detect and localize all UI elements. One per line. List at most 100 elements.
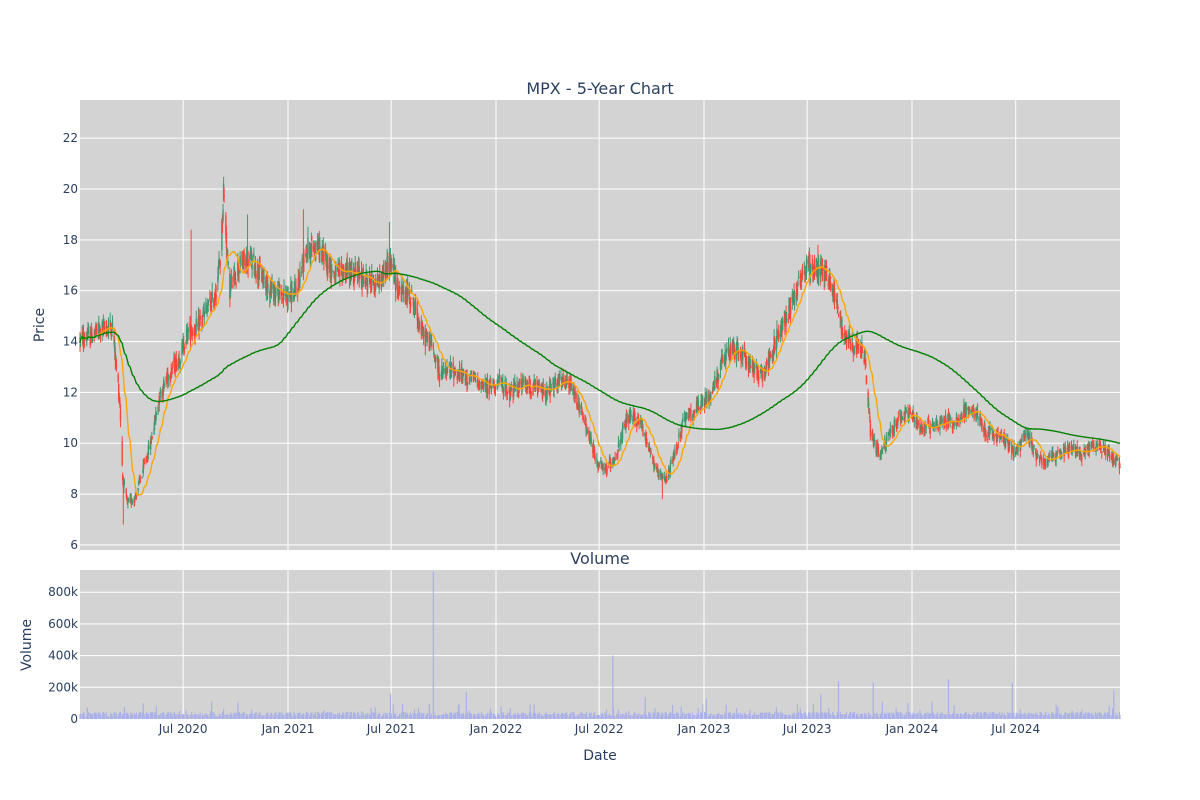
candle-body xyxy=(163,383,166,386)
volume-bar xyxy=(526,715,528,719)
candle-body xyxy=(502,381,504,383)
candle-body xyxy=(203,310,205,318)
volume-bar xyxy=(502,712,505,719)
candle-body xyxy=(297,277,299,292)
candle-body xyxy=(951,421,953,424)
candle-body xyxy=(147,457,149,460)
volume-bar xyxy=(1069,713,1071,719)
volume-bar xyxy=(237,711,240,719)
candle-body xyxy=(908,413,910,419)
volume-bar xyxy=(841,714,844,719)
candle-body xyxy=(406,283,409,300)
moving-average-long-line xyxy=(79,270,1121,444)
candle-body xyxy=(532,387,534,395)
candle-body xyxy=(119,400,121,406)
candle-body xyxy=(736,341,738,351)
volume-bar xyxy=(702,703,704,719)
candle-body xyxy=(967,410,970,418)
candle-body xyxy=(418,321,421,323)
candle-body xyxy=(494,386,497,390)
candle-body xyxy=(614,457,616,461)
candle-body xyxy=(493,379,495,383)
candle-body xyxy=(243,251,245,265)
candle-body xyxy=(648,447,650,452)
price-y-tick-label: 16 xyxy=(63,284,78,298)
volume-bar xyxy=(323,710,325,719)
candle-body xyxy=(233,267,236,273)
candle-body xyxy=(416,308,419,322)
candle-body xyxy=(701,400,703,406)
candle-body xyxy=(91,339,94,342)
candle-body xyxy=(732,341,735,354)
volume-bar xyxy=(1119,714,1121,719)
volume-bar xyxy=(392,704,395,719)
candle-body xyxy=(736,342,739,346)
candle-body xyxy=(856,337,858,350)
candle-body xyxy=(873,443,875,445)
candle-body xyxy=(597,465,599,469)
candle-body xyxy=(418,325,420,331)
candle-body xyxy=(797,283,799,285)
volume-bar xyxy=(363,716,365,719)
candle-body xyxy=(351,267,353,272)
volume-bar xyxy=(1057,707,1059,719)
candle-body xyxy=(183,346,185,353)
candle-body xyxy=(110,323,112,328)
candle-body xyxy=(470,370,472,374)
price-y-tick-label: 20 xyxy=(63,182,78,196)
volume-bar xyxy=(179,710,181,719)
volume-bar xyxy=(383,713,385,719)
candle-body xyxy=(853,352,855,354)
candle-body xyxy=(492,379,494,388)
volume-bar xyxy=(937,716,939,719)
candle-body xyxy=(157,407,159,413)
volume-bar xyxy=(953,705,955,719)
candle-body xyxy=(857,347,860,349)
candle-body xyxy=(652,456,654,460)
volume-bar xyxy=(662,714,664,719)
candle-body xyxy=(666,479,668,482)
volume-bar xyxy=(1005,716,1007,719)
volume-bar xyxy=(86,707,89,719)
volume-bar xyxy=(706,713,708,719)
candle-body xyxy=(847,334,849,340)
candle-body xyxy=(773,339,776,352)
volume-bar xyxy=(690,716,692,719)
candle-body xyxy=(570,381,572,391)
volume-y-ticks: 0 200k 400k 600k 800k xyxy=(48,585,78,726)
candle-body xyxy=(226,248,228,250)
volume-bar xyxy=(689,713,691,719)
candle-body xyxy=(550,387,552,390)
volume-bar xyxy=(391,716,393,719)
candle-body xyxy=(510,384,513,391)
volume-y-tick-label: 0 xyxy=(70,712,78,726)
volume-bar xyxy=(828,707,830,719)
volume-bar xyxy=(1013,716,1015,719)
volume-bar xyxy=(726,716,728,719)
volume-bar xyxy=(131,714,134,719)
candle-body xyxy=(106,325,108,336)
candle-body xyxy=(486,379,489,395)
candle-body xyxy=(702,397,704,400)
volume-bar xyxy=(529,704,531,719)
candle-body xyxy=(1042,458,1045,464)
volume-bar xyxy=(574,716,576,719)
candle-body xyxy=(944,420,946,422)
candle-body xyxy=(980,416,982,426)
candle-body xyxy=(640,420,643,424)
candle-body xyxy=(905,408,907,411)
x-tick-label: Jan 2022 xyxy=(469,722,523,736)
candle-body xyxy=(745,359,747,368)
volume-bar xyxy=(243,712,245,719)
candle-body xyxy=(413,309,416,311)
candle-body xyxy=(387,262,389,274)
candle-body xyxy=(875,439,877,453)
candle-body xyxy=(261,278,264,283)
volume-bar xyxy=(606,715,608,719)
candle-body xyxy=(718,375,720,377)
candle-body xyxy=(905,411,908,413)
candle-body xyxy=(417,323,420,326)
candle-body xyxy=(218,260,220,264)
volume-bar xyxy=(857,715,860,719)
volume-bar xyxy=(697,708,699,719)
